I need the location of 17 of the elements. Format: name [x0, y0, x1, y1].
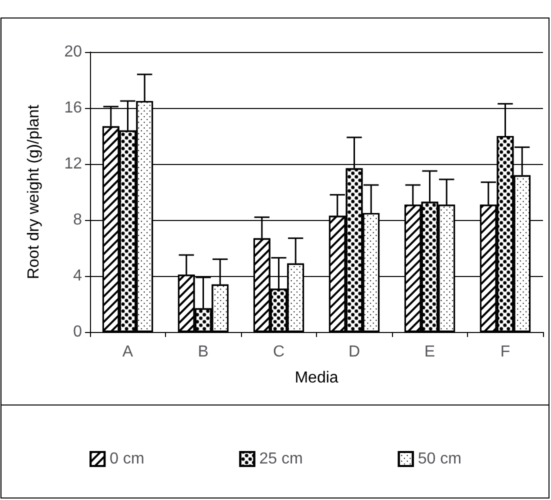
x-tick-label: B — [198, 344, 209, 360]
y-tick-label: 20 — [64, 44, 82, 60]
x-tick-label: D — [348, 344, 360, 360]
legend-label: 25 cm — [259, 450, 303, 468]
legend-label: 0 cm — [110, 450, 144, 468]
y-tick-label: 0 — [73, 324, 82, 340]
y-tick-label: 16 — [64, 100, 82, 116]
y-tick-label: 8 — [73, 212, 82, 228]
x-tick-label: C — [272, 344, 285, 360]
x-tick-label: A — [122, 344, 134, 360]
legend-label: 50 cm — [418, 450, 462, 468]
y-tick-label: 4 — [73, 268, 82, 284]
y-tick-label: 12 — [64, 156, 82, 172]
x-tick-label: E — [424, 344, 436, 360]
x-axis-title: Media — [294, 370, 338, 386]
x-tick-label: F — [500, 344, 510, 360]
y-axis-title: Root dry weight (g)/plant — [26, 104, 42, 280]
